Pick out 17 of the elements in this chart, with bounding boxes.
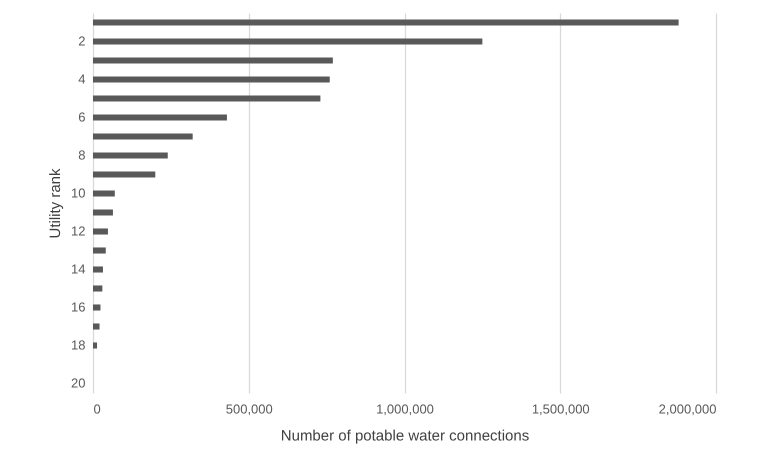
y-tick-label: 2 <box>78 34 86 48</box>
y-tick-label: 10 <box>71 186 86 200</box>
x-tick-label: 2,000,000 <box>658 402 716 416</box>
y-tick-label: 16 <box>71 300 86 314</box>
y-tick-label: 4 <box>78 72 86 86</box>
y-tick-label: 18 <box>71 338 86 352</box>
x-tick-label: 0 <box>94 402 101 416</box>
y-tick-label: 8 <box>78 148 86 162</box>
x-tick-label: 1,000,000 <box>376 402 434 416</box>
x-axis-title: Number of potable water connections <box>280 428 530 444</box>
y-tick-label: 12 <box>71 224 86 238</box>
y-tick-label: 20 <box>71 376 86 390</box>
x-tick-label: 1,500,000 <box>532 402 590 416</box>
y-axis-title: Utility rank <box>47 168 64 239</box>
x-tick-label: 500,000 <box>226 402 273 416</box>
y-tick-label: 6 <box>78 110 86 124</box>
y-tick-label: 14 <box>71 262 86 276</box>
